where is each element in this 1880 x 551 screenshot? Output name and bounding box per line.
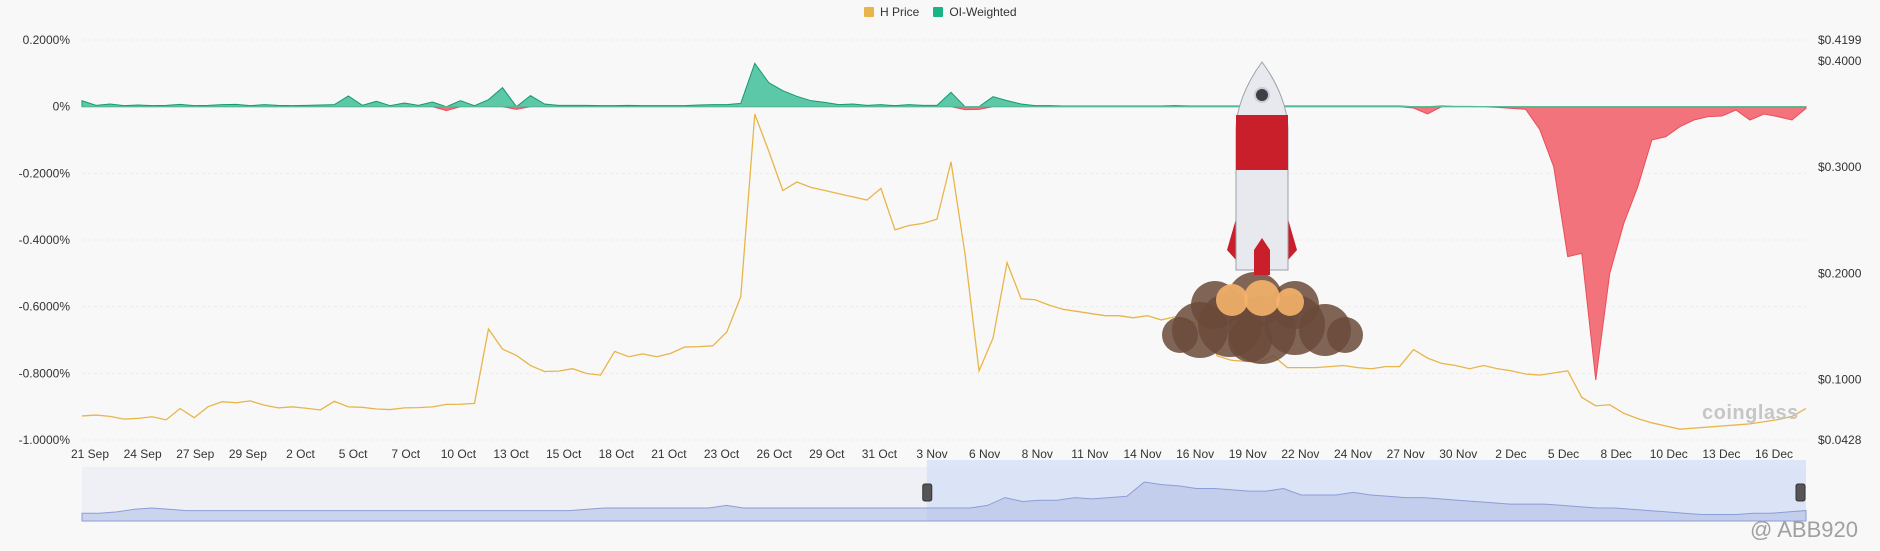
legend-item-oi-weighted[interactable]: OI-Weighted: [933, 5, 1017, 19]
x-tick-label: 2 Dec: [1495, 447, 1526, 461]
y-left-tick-label: -0.8000%: [19, 366, 71, 380]
y-left-tick-label: -0.6000%: [19, 300, 71, 314]
x-tick-label: 13 Dec: [1702, 447, 1740, 461]
rocket-flame: [1216, 284, 1248, 316]
x-tick-label: 24 Nov: [1334, 447, 1372, 461]
y-left-tick-label: 0%: [53, 100, 71, 114]
legend-label-h-price: H Price: [880, 5, 920, 19]
legend-label-oi-weighted: OI-Weighted: [949, 5, 1017, 19]
x-tick-label: 29 Sep: [229, 447, 267, 461]
y-left-tick-label: -0.2000%: [19, 166, 71, 180]
y-right-tick-label: $0.4199: [1818, 33, 1862, 47]
x-tick-label: 6 Nov: [969, 447, 1000, 461]
y-left-tick-label: -1.0000%: [19, 433, 71, 447]
coinglass-logo: coinglass: [1702, 402, 1799, 424]
rocket-center-fin: [1254, 238, 1270, 275]
h-price-line: [81, 113, 1807, 430]
x-tick-label: 10 Oct: [441, 447, 477, 461]
x-tick-label: 16 Dec: [1755, 447, 1793, 461]
x-tick-label: 24 Sep: [124, 447, 162, 461]
oi-weighted-positive-area: [81, 62, 1806, 108]
watermark-text: @ ABB920: [1750, 517, 1858, 542]
x-tick-label: 10 Dec: [1650, 447, 1688, 461]
rocket-smoke: [1162, 317, 1198, 353]
oi-weighted-negative-area: [82, 106, 1807, 381]
x-tick-label: 13 Oct: [493, 447, 529, 461]
x-tick-label: 19 Nov: [1229, 447, 1267, 461]
x-tick-label: 31 Oct: [862, 447, 898, 461]
x-tick-label: 26 Oct: [756, 447, 792, 461]
x-tick-label: 30 Nov: [1439, 447, 1477, 461]
navigator-area: [81, 481, 1807, 522]
x-tick-label: 5 Oct: [339, 447, 368, 461]
y-right-tick-label: $0.0428: [1818, 433, 1862, 447]
y-right-tick-label: $0.3000: [1818, 160, 1862, 174]
rocket-band: [1236, 115, 1288, 170]
x-tick-label: 16 Nov: [1176, 447, 1214, 461]
rocket-smoke: [1228, 318, 1272, 362]
navigator-handle-right[interactable]: [1795, 483, 1806, 502]
x-tick-label: 21 Oct: [651, 447, 687, 461]
x-tick-label: 8 Dec: [1600, 447, 1631, 461]
legend-swatch-h-price: [864, 7, 874, 17]
y-right-tick-label: $0.1000: [1818, 372, 1862, 386]
rocket-window: [1254, 87, 1270, 103]
x-tick-label: 18 Oct: [599, 447, 635, 461]
rocket-smoke: [1327, 317, 1363, 353]
y-left-tick-label: 0.2000%: [23, 33, 71, 47]
x-tick-label: 15 Oct: [546, 447, 582, 461]
y-left-tick-label: -0.4000%: [19, 233, 71, 247]
x-tick-label: 21 Sep: [71, 447, 109, 461]
rocket-illustration: [1162, 61, 1363, 364]
x-tick-label: 27 Nov: [1387, 447, 1425, 461]
x-tick-label: 22 Nov: [1281, 447, 1319, 461]
legend: H Price OI-Weighted: [864, 5, 1017, 19]
x-tick-label: 7 Oct: [391, 447, 420, 461]
x-tick-label: 5 Dec: [1548, 447, 1579, 461]
rocket-flame: [1244, 280, 1280, 316]
x-tick-label: 23 Oct: [704, 447, 740, 461]
y-right-tick-label: $0.2000: [1818, 266, 1862, 280]
x-tick-label: 11 Nov: [1071, 447, 1108, 461]
y-right-tick-label: $0.4000: [1818, 54, 1862, 68]
x-tick-label: 27 Sep: [176, 447, 214, 461]
navigator-handle-left[interactable]: [922, 483, 933, 502]
x-tick-label: 14 Nov: [1123, 447, 1161, 461]
x-tick-label: 2 Oct: [286, 447, 315, 461]
rocket-flame: [1276, 288, 1304, 316]
x-tick-label: 8 Nov: [1022, 447, 1053, 461]
legend-swatch-oi-weighted: [933, 7, 944, 17]
x-tick-label: 29 Oct: [809, 447, 845, 461]
x-tick-label: 3 Nov: [916, 447, 947, 461]
legend-item-h-price[interactable]: H Price: [864, 5, 919, 19]
